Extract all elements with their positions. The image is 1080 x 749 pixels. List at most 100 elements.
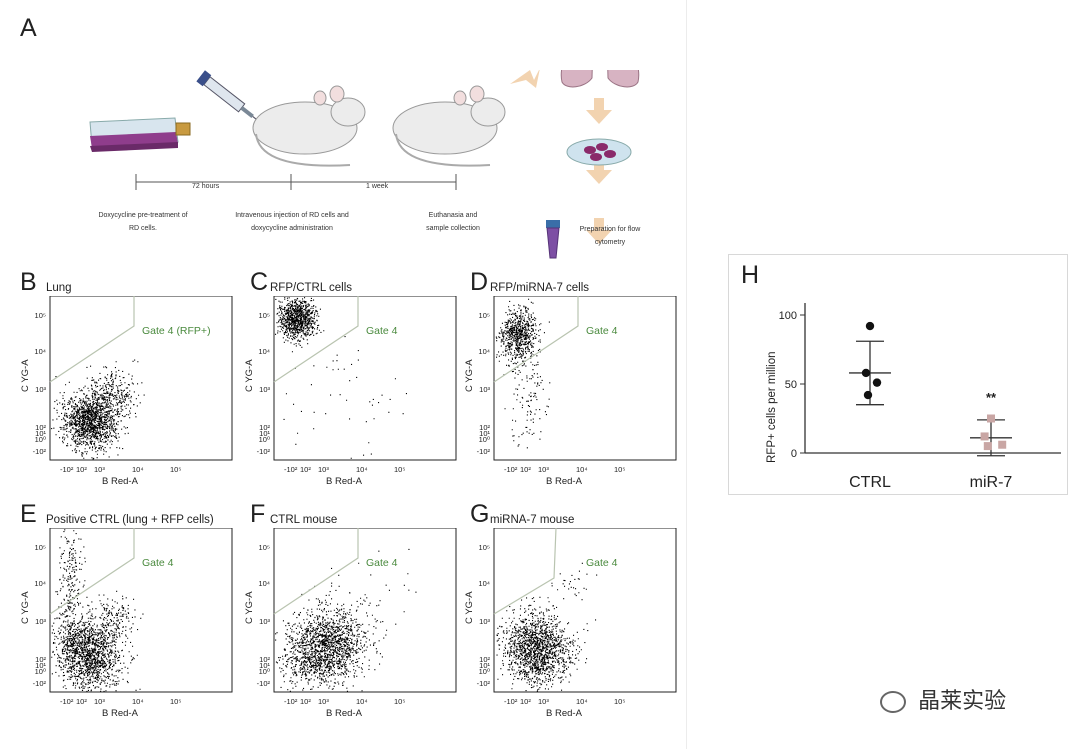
panel-label-e: E: [20, 500, 37, 528]
y-tick-label: 10²: [479, 655, 490, 664]
flow-plot-title: miRNA-7 mouse: [490, 514, 575, 526]
y-tick-label: 10³: [35, 385, 46, 394]
x-tick-label: 10²: [76, 465, 87, 474]
x-tick-label: 10⁵: [614, 697, 625, 706]
panel-label-g: G: [470, 500, 490, 528]
plot-frame: [49, 296, 233, 461]
y-tick-label: 10⁰: [479, 435, 490, 444]
x-tick-label: 10²: [300, 465, 311, 474]
y-tick-label: 10⁴: [34, 347, 46, 356]
data-point: [987, 414, 995, 423]
panel-label-d: D: [470, 268, 489, 296]
flow-plot-c: Gate 4-10² 10² 10³ 10⁴ 10⁵10⁵10⁴10³10²10¹10⁰…: [244, 296, 457, 487]
x-category-label: miR-7: [970, 474, 1013, 491]
y-tick-label: 10³: [259, 385, 270, 394]
data-point: [998, 440, 1007, 449]
flow-plot-title: RFP/miRNA-7 cells: [490, 282, 590, 294]
gate-polygon: [273, 296, 359, 383]
x-axis-label: B Red-A: [102, 476, 139, 487]
x-tick-label: -10²: [60, 697, 74, 706]
x-axis-label: B Red-A: [102, 708, 139, 719]
gate-polygon: [493, 528, 557, 615]
x-tick-label: 10³: [94, 697, 105, 706]
x-tick-label: 10³: [538, 465, 549, 474]
panel-label-b: B: [20, 268, 37, 296]
data-point: [861, 368, 871, 378]
flow-plot-title: Positive CTRL (lung + RFP cells): [46, 514, 214, 526]
x-tick-label: 10⁴: [356, 697, 368, 706]
flow-plot-f: Gate 4-10² 10² 10³ 10⁴ 10⁵10⁵10⁴10³10²10¹10⁰…: [244, 528, 457, 719]
x-tick-label: 10⁴: [356, 465, 368, 474]
x-tick-label: 10³: [94, 465, 105, 474]
y-tick-label: 10¹: [479, 429, 490, 438]
x-tick-label: 10²: [520, 697, 531, 706]
plot-frame: [49, 528, 233, 693]
y-axis-label: C YG-A: [244, 359, 255, 392]
y-tick-label: 10³: [35, 617, 46, 626]
culture-flask-icon: [89, 117, 191, 152]
y-tick-label: 10⁵: [479, 311, 490, 320]
y-tick-label: 10²: [259, 655, 270, 664]
x-tick-label: 10³: [538, 697, 549, 706]
gate-polygon: [49, 528, 135, 615]
arrow-icon: [510, 70, 612, 244]
y-axis-label: C YG-A: [20, 591, 31, 624]
gate-label: Gate 4: [586, 557, 618, 569]
panel-label-f: F: [250, 500, 266, 528]
event-dots: [51, 529, 144, 692]
gate-label: Gate 4: [366, 325, 398, 337]
x-axis-label: B Red-A: [546, 708, 583, 719]
x-tick-label: 10³: [318, 465, 329, 474]
panel-label-h: H: [741, 261, 760, 289]
step-3-text: Euthanasia and sample collection: [426, 212, 480, 232]
y-tick-label: 10³: [479, 385, 490, 394]
panel-label-c: C: [250, 268, 269, 296]
x-tick-label: 10²: [520, 465, 531, 474]
flow-plot-g: Gate 4-10² 10² 10³ 10⁴ 10⁵10⁵10⁴10³10²10¹10⁰…: [464, 528, 677, 719]
y-tick-label: 10⁰: [259, 435, 270, 444]
x-category-label: CTRL: [849, 474, 891, 491]
y-tick-label: 10⁴: [34, 579, 46, 588]
x-tick-label: 10²: [76, 697, 87, 706]
flow-plot-d: Gate 4-10² 10² 10³ 10⁴ 10⁵10⁵10⁴10³10²10¹10⁰…: [464, 296, 677, 487]
y-tick-label: 10⁴: [258, 579, 270, 588]
y-tick-label: 10⁰: [35, 435, 46, 444]
interval-1week: 1 week: [366, 183, 389, 190]
flow-plot-title: Lung: [46, 282, 72, 294]
flow-tube-icon: [546, 220, 560, 259]
x-tick-label: -10²: [504, 465, 518, 474]
y-tick-label: 10²: [35, 423, 46, 432]
x-tick-label: 10³: [318, 697, 329, 706]
data-point: [983, 442, 992, 451]
gate-polygon: [493, 296, 579, 383]
data-point: [863, 390, 873, 400]
panel-h-box: H RFP+ cells per million 0 50 100 CTRL miR-7…: [728, 254, 1068, 495]
y-tick-label: 10⁵: [479, 543, 490, 552]
column-divider: [686, 0, 687, 749]
interval-72h: 72 hours: [192, 183, 220, 190]
flow-plot-title: CTRL mouse: [270, 514, 338, 526]
x-tick-label: 10⁵: [394, 465, 405, 474]
y-tick-label: 10¹: [259, 429, 270, 438]
plot-frame: [493, 296, 677, 461]
y-tick-label: 100: [779, 310, 797, 322]
wechat-icon: [880, 691, 906, 714]
mouse-icon: [392, 85, 506, 167]
x-tick-label: 10⁵: [170, 465, 181, 474]
y-tick-label: 50: [785, 379, 797, 391]
flow-plot-e: Gate 4-10² 10² 10³ 10⁴ 10⁵10⁵10⁴10³10²10¹10⁰…: [20, 528, 233, 719]
y-tick-label: 10²: [259, 423, 270, 432]
x-tick-label: 10⁴: [576, 465, 588, 474]
y-tick-label: 10⁵: [35, 311, 46, 320]
flow-plot-b: Gate 4 (RFP+)-10² 10² 10³ 10⁴ 10⁵10⁵10⁴10³10…: [20, 296, 233, 487]
y-tick-label: 10³: [259, 617, 270, 626]
y-tick-label: 10²: [35, 655, 46, 664]
y-tick-label: -10²: [257, 447, 271, 456]
flow-plot-title: RFP/CTRL cells: [270, 282, 352, 294]
y-tick-label: 10¹: [35, 429, 46, 438]
panel-label-a: A: [20, 14, 37, 42]
y-tick-label: 0: [791, 448, 797, 460]
x-tick-label: -10²: [504, 697, 518, 706]
x-tick-label: 10⁴: [576, 697, 588, 706]
data-point: [980, 432, 989, 441]
